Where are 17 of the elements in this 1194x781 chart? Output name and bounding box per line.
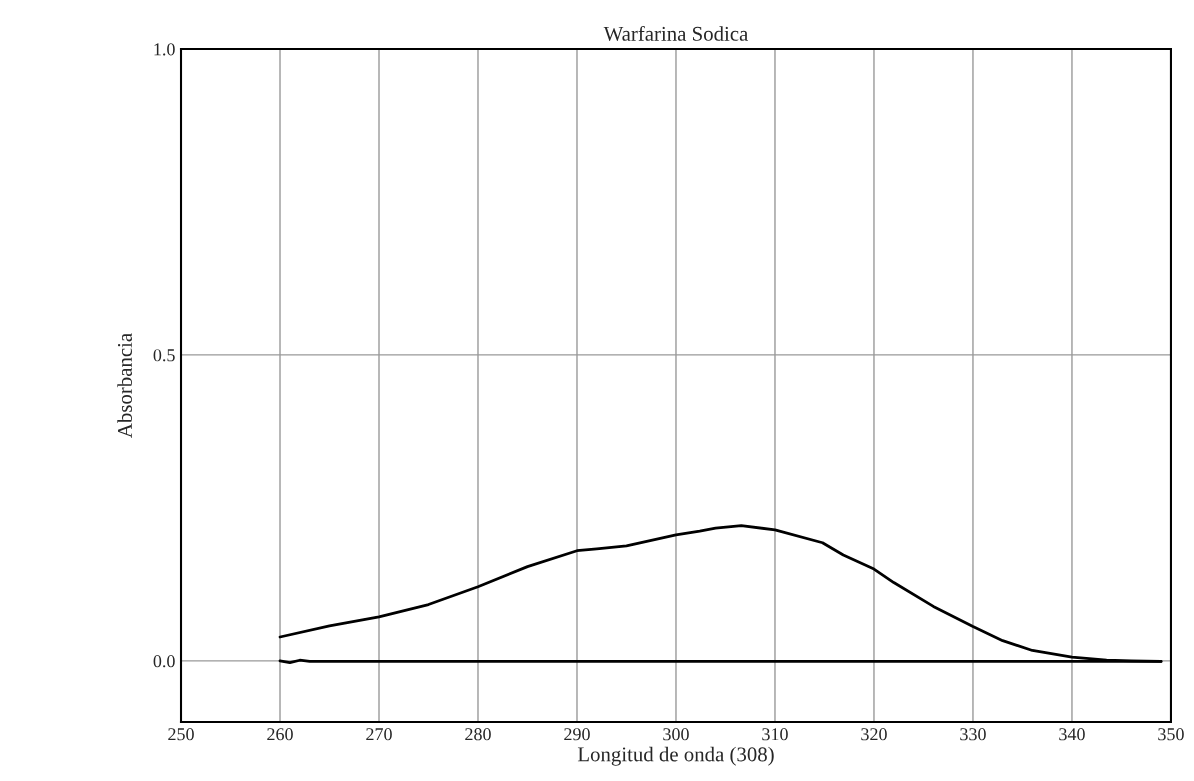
x-tick-label: 290 — [564, 728, 590, 741]
y-tick-label: 0.0 — [153, 655, 175, 668]
x-tick-label: 270 — [366, 728, 392, 741]
x-tick-label: 280 — [465, 728, 491, 741]
chart-title: Warfarina Sodica — [603, 25, 749, 41]
x-tick-label: 320 — [861, 728, 887, 741]
x-tick-label: 310 — [762, 728, 788, 741]
y-axis-title: Absorbancia — [117, 333, 132, 438]
y-tick-label: 1.0 — [154, 43, 175, 56]
x-tick-label: 260 — [267, 728, 293, 741]
x-tick-label: 340 — [1059, 728, 1085, 741]
x-tick-label: 300 — [663, 728, 689, 741]
x-axis-title: Longitud de onda (308) — [577, 746, 774, 766]
x-tick-label: 250 — [168, 728, 194, 741]
x-tick-label: 330 — [960, 728, 986, 741]
x-tick-label: 350 — [1158, 728, 1184, 741]
y-tick-label: 0.5 — [153, 349, 175, 362]
